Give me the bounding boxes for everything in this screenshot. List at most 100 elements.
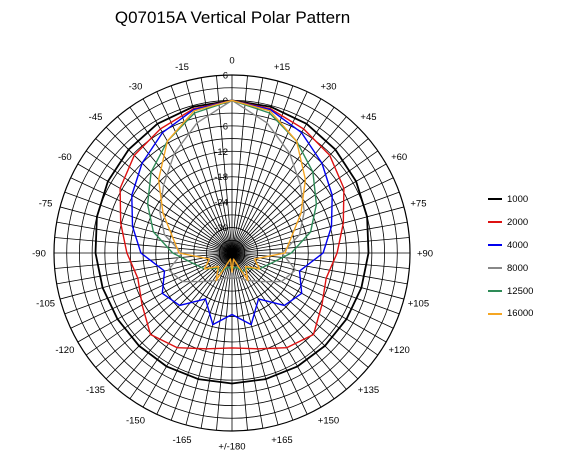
legend-label: 1000 [507,193,529,205]
grid-spoke [77,252,233,343]
angle-tick-label: -105 [36,298,55,309]
angle-tick-label: +75 [410,199,426,210]
legend-swatch [488,221,502,224]
grid-spoke [95,138,233,254]
grid-spoke [231,85,294,254]
angle-tick-label: -165 [173,435,192,446]
radial-tick-label: -18 [214,172,228,183]
grid-spoke [105,126,233,254]
legend-item-12500: 12500 [488,280,533,303]
legend-item-16000: 16000 [488,302,533,325]
grid-spoke [231,221,408,254]
angle-tick-label: -60 [58,152,72,163]
grid-spoke [77,163,233,254]
grid-spoke [231,252,387,343]
grid-spoke [231,252,359,380]
angle-tick-label: +/-180 [218,442,245,453]
grid-spoke [231,252,279,426]
angle-tick-label: +135 [358,385,379,396]
angle-tick-label: -75 [39,199,53,210]
grid-spoke [129,106,233,254]
legend-swatch [488,290,502,292]
grid-spoke [231,106,335,254]
angle-tick-label: +120 [388,345,409,356]
grid-spoke [85,252,233,356]
grid-spoke [170,85,233,254]
grid-spoke [117,252,233,390]
legend-label: 12500 [507,285,534,297]
grid-spoke [231,252,335,400]
grid-spoke [231,252,405,300]
polar-grid [53,74,411,432]
legend-item-1000: 1000 [488,188,533,211]
grid-spoke [105,252,233,380]
legend-label: 4000 [507,239,529,251]
legend-item-2000: 2000 [488,211,533,234]
angle-tick-label: +90 [417,249,433,260]
series-line-1000 [94,99,370,385]
grid-spoke [216,252,233,431]
grid-spoke [231,163,387,254]
angle-tick-label: -30 [129,81,143,92]
grid-spoke [231,116,347,254]
legend: 1000 2000 4000 8000 12500 16000 [488,188,533,325]
grid-spoke [156,252,233,415]
grid-spoke [231,252,369,368]
angle-tick-label: +30 [320,81,336,92]
legend-swatch [488,198,502,201]
radial-tick-label: 6 [223,71,228,82]
angle-tick-label: -135 [86,385,105,396]
grid-spoke [231,252,264,429]
grid-spoke [231,252,394,329]
grid-spoke [231,252,248,431]
grid-spoke [231,252,400,315]
angle-tick-label: +105 [408,298,429,309]
radial-tick-label: -30 [214,223,228,234]
legend-label: 2000 [507,216,529,228]
grid-spoke [231,252,294,421]
grid-spoke [54,237,233,254]
grid-spoke [56,221,233,254]
angle-tick-label: +165 [271,435,292,446]
angle-tick-label: -90 [32,249,46,260]
radial-tick-label: -6 [220,121,228,132]
angle-tick-label: -15 [175,62,189,73]
series-line-16000 [157,99,307,282]
angle-tick-label: -120 [55,345,74,356]
angle-tick-label: -45 [89,112,103,123]
grid-spoke [231,252,410,269]
grid-spoke [200,252,233,429]
series-line-4000 [131,99,333,326]
legend-item-4000: 4000 [488,234,533,257]
angle-tick-label: +15 [274,62,290,73]
angle-tick-labels: 0 +15 +30 +45 +60 +75 +90 +105 +120 +135 +150 +165 +… [32,56,433,453]
grid-spoke [64,252,233,315]
grid-spoke [170,252,233,421]
angle-tick-label: 0 [229,56,234,67]
grid-spoke [231,191,400,254]
grid-spoke [95,252,233,368]
grid-spoke [231,126,359,254]
angle-tick-label: +60 [391,152,407,163]
series-layer [94,99,370,385]
legend-swatch [488,312,502,315]
grid-spoke [231,138,369,254]
grid-spoke [129,252,233,400]
grid-spoke [117,116,233,254]
grid-spoke [231,252,308,415]
angle-tick-label: +45 [360,112,376,123]
grid-spoke [70,177,233,254]
legend-swatch [488,244,502,247]
grid-spoke [64,191,233,254]
legend-swatch [488,267,502,270]
legend-label: 8000 [507,262,529,274]
series-line-8000 [159,99,305,283]
grid-spoke [54,252,233,269]
grid-spoke [231,150,379,254]
grid-spoke [231,252,347,390]
grid-spoke [59,206,233,254]
grid-spoke [231,206,405,254]
grid-spoke [231,177,394,254]
angle-tick-label: +150 [318,416,339,427]
